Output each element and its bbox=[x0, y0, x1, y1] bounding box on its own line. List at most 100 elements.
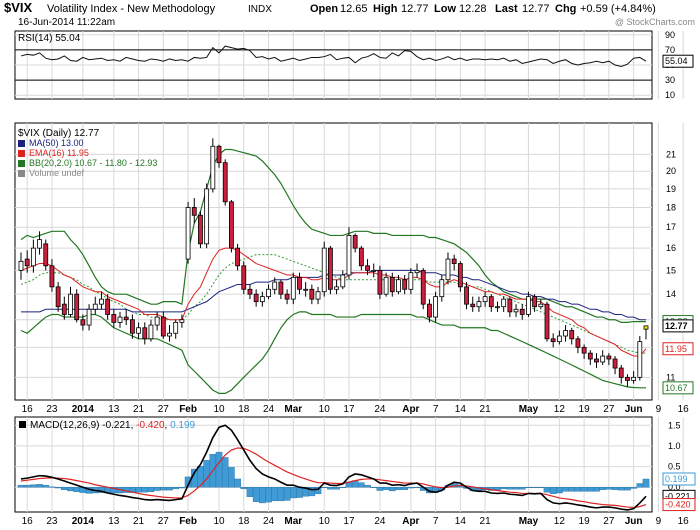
macd-legend-prefix: MACD(12,26,9) -0.221, -0.420, 0.199 bbox=[30, 420, 196, 431]
candle-body bbox=[74, 293, 80, 321]
chg-label: Chg bbox=[555, 3, 576, 15]
price-tick-label: 19 bbox=[666, 184, 676, 194]
chg-value: +0.59 (+4.84%) bbox=[580, 3, 656, 15]
candle-body bbox=[464, 286, 469, 305]
x-axis-label: Feb bbox=[179, 404, 197, 415]
candle-body bbox=[365, 265, 370, 271]
price-tick-label: 15 bbox=[666, 265, 676, 275]
candle-body bbox=[43, 243, 49, 267]
x-axis-label: 17 bbox=[343, 516, 355, 527]
macd-value-box bbox=[662, 472, 696, 486]
candle-body bbox=[247, 288, 253, 295]
legend-swatch bbox=[18, 160, 25, 167]
macd-histogram-bar bbox=[135, 487, 142, 493]
macd-tick-label: 0.0 bbox=[668, 482, 681, 492]
candle-body bbox=[507, 298, 513, 313]
candle-body bbox=[618, 367, 624, 378]
macd-histogram-bar bbox=[382, 487, 390, 490]
candle-body bbox=[191, 207, 197, 216]
candle-body bbox=[80, 319, 86, 326]
macd-histogram-bar bbox=[23, 484, 31, 488]
candle-body bbox=[575, 338, 581, 348]
macd-histogram-bar bbox=[574, 487, 582, 492]
candle-body bbox=[259, 296, 265, 303]
candle-body bbox=[408, 272, 414, 290]
macd-histogram-bar bbox=[221, 457, 229, 488]
macd-histogram-bar bbox=[178, 487, 186, 489]
instrument-name: Volatility Index - New Methodology bbox=[47, 3, 216, 15]
candle-body bbox=[129, 319, 135, 334]
macd-histogram-bar bbox=[413, 487, 421, 489]
candle-body bbox=[210, 145, 216, 190]
candle-body bbox=[61, 303, 67, 315]
macd-histogram-bar bbox=[395, 487, 402, 490]
macd-histogram-bar bbox=[42, 484, 50, 488]
x-axis-label: 10 bbox=[319, 404, 331, 415]
candle-body bbox=[284, 293, 290, 300]
candle-body bbox=[297, 276, 302, 290]
candle-body bbox=[346, 235, 352, 276]
candle-body bbox=[513, 308, 519, 313]
candle-body bbox=[111, 314, 117, 323]
x-axis-label: May bbox=[519, 516, 539, 527]
macd-signal-line bbox=[20, 447, 647, 509]
x-axis-label: 27 bbox=[603, 516, 615, 527]
ma50-line bbox=[21, 269, 646, 321]
macd-histogram-bar bbox=[54, 487, 62, 489]
candle-body bbox=[587, 352, 593, 360]
high-label: High bbox=[373, 3, 398, 15]
rsi-tick-label: 70 bbox=[665, 45, 675, 55]
x-axis-label: 16 bbox=[678, 404, 690, 415]
candle-body bbox=[303, 288, 309, 291]
candle-body bbox=[352, 235, 358, 249]
x-axis-label: 10 bbox=[319, 516, 331, 527]
candle-body bbox=[68, 293, 73, 315]
price-tick-label: 21 bbox=[666, 149, 676, 159]
candle-body bbox=[563, 330, 568, 337]
candle-body bbox=[371, 269, 377, 272]
rsi-value-label: 55.04 bbox=[665, 56, 688, 66]
rsi-legend: RSI(14) 55.04 bbox=[18, 33, 81, 44]
macd-histogram-bar bbox=[642, 478, 650, 488]
candle-body bbox=[18, 260, 24, 271]
rsi-series bbox=[20, 45, 647, 68]
candle-body bbox=[204, 188, 210, 245]
candle-body bbox=[266, 288, 271, 298]
x-axis-labels-bottom: 16 23 2014 13 21 27 Feb 10 18 24 Mar 10 17 24 Apr 7 14 21… bbox=[22, 516, 690, 527]
rsi-value-box bbox=[662, 54, 694, 68]
macd-histogram-bar bbox=[36, 484, 43, 488]
high-value: 12.77 bbox=[401, 3, 429, 15]
candle-body bbox=[643, 325, 649, 330]
candle-body bbox=[625, 376, 630, 381]
legend-label: EMA(16) 11.95 bbox=[29, 148, 89, 158]
x-axis-label: 13 bbox=[108, 516, 120, 527]
candle-body bbox=[55, 286, 61, 308]
candle-body bbox=[488, 296, 494, 308]
x-axis-label: Jun bbox=[625, 404, 643, 415]
macd-histogram-bar bbox=[624, 487, 631, 491]
watermark: @ StockCharts.com bbox=[615, 17, 695, 27]
x-axis-label: 27 bbox=[158, 404, 170, 415]
last-value: 12.77 bbox=[522, 3, 550, 15]
low-label: Low bbox=[434, 3, 456, 15]
macd-histogram-bar bbox=[30, 484, 37, 488]
candle-body bbox=[309, 288, 315, 300]
x-axis-label: 21 bbox=[133, 404, 145, 415]
macd-axis: 1.5 1.0 0.5 0.00.199 -0.221-0.420 bbox=[662, 420, 696, 512]
x-axis-label: Apr bbox=[402, 516, 419, 527]
x-axis-label: 23 bbox=[46, 404, 58, 415]
price-value-label: 12.77 bbox=[665, 321, 688, 331]
candle-body bbox=[253, 293, 259, 303]
candle-body bbox=[228, 201, 234, 249]
candle-body bbox=[501, 298, 507, 308]
open-value: 12.65 bbox=[340, 3, 368, 15]
candle-body bbox=[457, 263, 463, 288]
candle-body bbox=[519, 308, 525, 315]
legend-swatch bbox=[18, 170, 25, 177]
candle-body bbox=[600, 355, 606, 363]
candle-body bbox=[241, 265, 247, 290]
macd-histogram-bar bbox=[506, 487, 514, 490]
macd-histogram-bar bbox=[314, 487, 322, 495]
candle-body bbox=[99, 298, 104, 305]
